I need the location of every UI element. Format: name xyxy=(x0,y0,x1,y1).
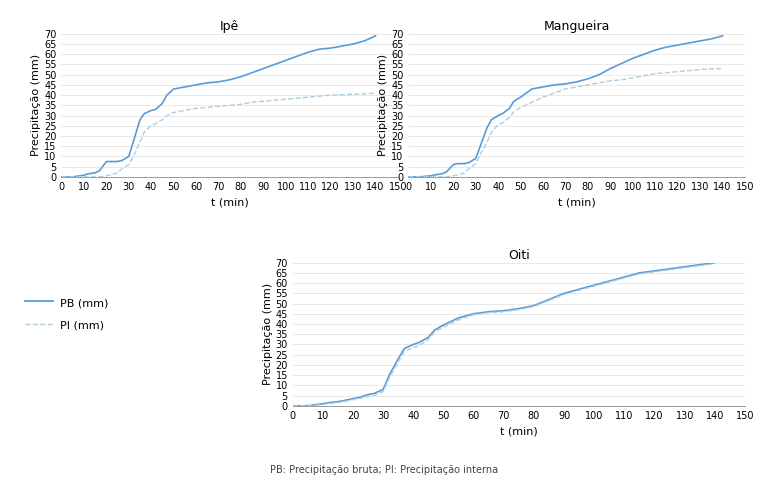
Title: Ipê: Ipê xyxy=(220,20,240,33)
X-axis label: t (min): t (min) xyxy=(558,197,595,207)
Y-axis label: Precipitação (mm): Precipitação (mm) xyxy=(379,54,389,156)
Title: Oiti: Oiti xyxy=(508,249,530,261)
Title: Mangueira: Mangueira xyxy=(544,20,610,33)
Legend: PB (mm), PI (mm): PB (mm), PI (mm) xyxy=(21,292,113,336)
Text: PB: Precipitação bruta; PI: Precipitação interna: PB: Precipitação bruta; PI: Precipitação… xyxy=(270,465,498,475)
Y-axis label: Precipitação (mm): Precipitação (mm) xyxy=(263,283,273,385)
X-axis label: t (min): t (min) xyxy=(500,426,538,436)
X-axis label: t (min): t (min) xyxy=(211,197,249,207)
Y-axis label: Precipitação (mm): Precipitação (mm) xyxy=(31,54,41,156)
